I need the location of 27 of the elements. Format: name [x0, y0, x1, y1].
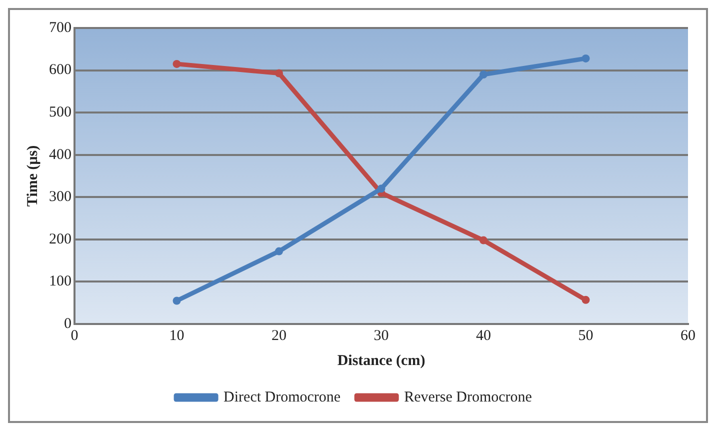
y-tick-label: 700	[49, 20, 72, 36]
point	[172, 60, 181, 68]
y-axis-title: Time (μs)	[24, 145, 41, 207]
x-axis-title: Distance (cm)	[337, 352, 426, 369]
x-tick-label: 50	[578, 328, 594, 344]
point	[275, 69, 283, 78]
x-tick-label: 30	[374, 328, 389, 344]
y-tick-label: 400	[49, 146, 72, 163]
point	[172, 296, 181, 305]
point	[480, 236, 488, 244]
legend-label: Direct Dromocrone	[224, 389, 341, 406]
point	[582, 54, 590, 62]
x-tick-label: 40	[476, 328, 491, 344]
y-tick-label: 300	[49, 189, 72, 206]
x-tick-label: 60	[680, 328, 696, 344]
point	[275, 247, 283, 256]
y-tick-label: 600	[49, 62, 72, 78]
x-tick-label: 20	[272, 328, 286, 344]
point	[480, 70, 488, 79]
point	[377, 184, 386, 193]
x-tick-label: 10	[169, 328, 184, 344]
y-tick-label: 100	[49, 274, 72, 290]
y-tick-label: 0	[64, 316, 72, 332]
y-tick-label: 500	[49, 104, 72, 121]
point	[582, 296, 590, 304]
y-tick-label: 200	[49, 231, 72, 248]
legend-label: Reverse Dromocrone	[404, 389, 532, 406]
